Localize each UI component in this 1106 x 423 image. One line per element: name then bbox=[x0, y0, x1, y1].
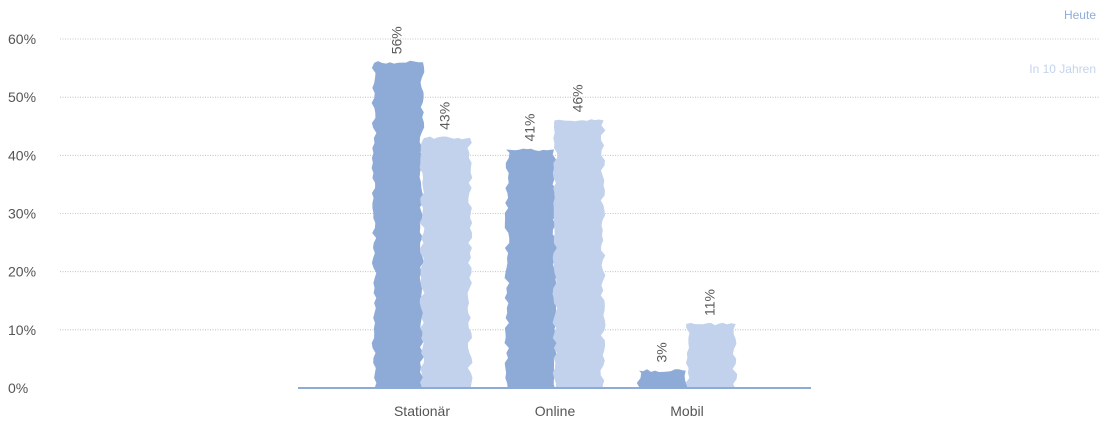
bar-value-label: 43% bbox=[437, 102, 453, 130]
bar-2-0 bbox=[636, 369, 688, 388]
y-tick-label: 10% bbox=[8, 322, 36, 338]
y-tick-label: 50% bbox=[8, 89, 36, 105]
legend-label-in-10-jahren: In 10 Jahren bbox=[1029, 62, 1096, 76]
y-tick-label: 0% bbox=[8, 380, 28, 396]
x-tick-label: Mobil bbox=[670, 403, 703, 419]
bar-value-label: 56% bbox=[389, 26, 405, 54]
x-tick-label: Online bbox=[535, 403, 576, 419]
y-tick-label: 40% bbox=[8, 147, 36, 163]
y-tick-label: 30% bbox=[8, 206, 36, 222]
bar-0-0 bbox=[371, 60, 425, 389]
legend-item-in-10-jahren: In 10 Jahren bbox=[1029, 62, 1096, 76]
bar-1-0 bbox=[504, 148, 558, 388]
bars bbox=[371, 60, 738, 389]
y-tick-label: 60% bbox=[8, 31, 36, 47]
bar-value-label: 3% bbox=[654, 342, 670, 362]
x-tick-label: Stationär bbox=[394, 403, 450, 419]
data-labels: 56% 43% 41% 46% 3% 11% bbox=[389, 26, 718, 362]
bar-1-1 bbox=[552, 119, 606, 389]
bar-2-1 bbox=[685, 322, 738, 388]
bar-value-label: 41% bbox=[522, 113, 538, 141]
bar-0-1 bbox=[419, 136, 473, 388]
bar-value-label: 11% bbox=[702, 289, 718, 316]
legend-label-heute: Heute bbox=[1063, 8, 1096, 22]
legend-item-heute: Heute bbox=[1064, 8, 1096, 22]
x-axis-ticks: Stationär Online Mobil bbox=[394, 403, 704, 419]
y-axis-ticks: 0% 10% 20% 30% 40% 50% 60% bbox=[8, 31, 36, 396]
y-tick-label: 20% bbox=[8, 264, 36, 280]
bar-value-label: 46% bbox=[570, 84, 586, 112]
